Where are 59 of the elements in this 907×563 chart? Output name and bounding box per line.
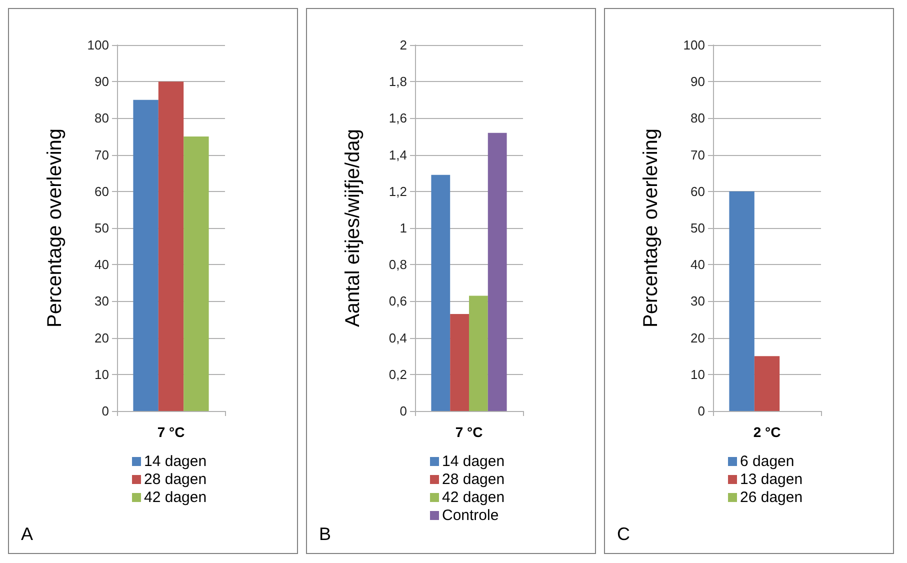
- text: C: [617, 524, 630, 544]
- y-tick-label: 60: [94, 184, 109, 199]
- y-tick-label: 100: [683, 38, 705, 52]
- legend-label: 42 dagen: [442, 489, 505, 506]
- legend-label: Controle: [442, 507, 499, 524]
- y-tick-label: 50: [690, 220, 705, 236]
- legend-label: 13 dagen: [740, 471, 803, 488]
- y-tick-label: 2: [400, 38, 407, 52]
- x-tick-label: 7 °C: [157, 424, 185, 440]
- bar: [184, 136, 209, 411]
- y-tick-label: 30: [690, 294, 705, 309]
- y-axis-title: Percentage overleving: [640, 128, 662, 328]
- y-tick-label: 50: [94, 220, 109, 236]
- y-tick-label: 1: [400, 220, 407, 236]
- y-tick-label: 70: [94, 147, 109, 162]
- y-tick-label: 0: [698, 404, 705, 418]
- y-tick-label: 70: [690, 147, 705, 162]
- y-tick-label: 60: [690, 184, 705, 199]
- y-tick-label: 20: [94, 330, 109, 346]
- legend-label: 14 dagen: [144, 453, 207, 470]
- bar: [450, 314, 469, 411]
- y-tick-label: 30: [94, 294, 109, 309]
- legend-label: 28 dagen: [442, 471, 505, 488]
- legend-label: 28 dagen: [144, 471, 207, 488]
- y-tick-label: 1,8: [388, 74, 407, 90]
- bar: [133, 100, 158, 411]
- bar: [158, 82, 184, 411]
- y-tick-label: 0,2: [388, 366, 407, 382]
- y-tick-label: 80: [690, 110, 705, 126]
- bar: [469, 296, 488, 411]
- y-axis-title: Aantal eitjes/wijfje/dag: [342, 129, 364, 327]
- y-tick-label: 40: [690, 257, 705, 272]
- y-tick-label: 100: [87, 38, 109, 52]
- text: B: [319, 524, 332, 544]
- y-tick-label: 40: [94, 257, 109, 272]
- legend-label: 6 dagen: [740, 453, 794, 470]
- y-tick-label: 90: [690, 74, 705, 90]
- y-tick-label: 0,8: [388, 257, 407, 272]
- y-axis-title: Percentage overleving: [44, 128, 66, 328]
- bar: [431, 174, 450, 411]
- bar: [488, 132, 507, 411]
- y-tick-label: 0,6: [388, 294, 407, 309]
- legend-label: 42 dagen: [144, 489, 207, 506]
- y-tick-label: 10: [94, 366, 109, 382]
- y-tick-label: 0: [400, 404, 407, 418]
- y-tick-label: 0: [102, 404, 109, 418]
- y-tick-label: 90: [94, 74, 109, 90]
- legend-label: 14 dagen: [442, 453, 505, 470]
- y-tick-label: 80: [94, 110, 109, 126]
- y-tick-label: 10: [690, 366, 705, 382]
- y-tick-label: 1,2: [388, 184, 407, 199]
- x-tick-label: 7 °C: [455, 424, 483, 440]
- y-tick-label: 20: [690, 330, 705, 346]
- text: A: [21, 524, 34, 544]
- y-tick-label: 1,6: [388, 110, 407, 126]
- y-tick-label: 0,4: [388, 330, 407, 346]
- y-tick-label: 1,4: [388, 147, 407, 162]
- x-tick-label: 2 °C: [753, 424, 781, 440]
- legend-label: 26 dagen: [740, 489, 803, 506]
